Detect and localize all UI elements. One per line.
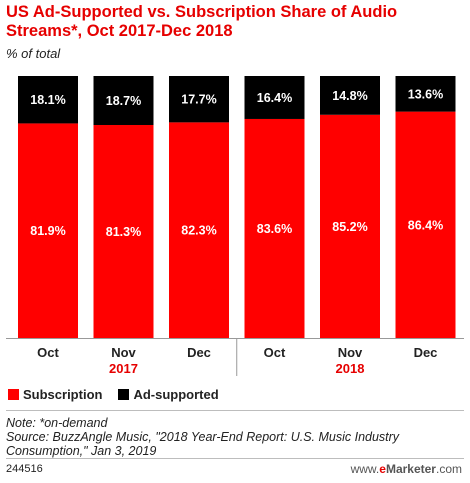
data-label-subscription: 81.3% bbox=[106, 225, 141, 239]
legend-swatch-subscription bbox=[8, 389, 19, 400]
data-label-subscription: 86.4% bbox=[408, 218, 443, 232]
brand-name: Marketer bbox=[385, 462, 436, 476]
data-label-subscription: 83.6% bbox=[257, 222, 292, 236]
bar-ad-supported bbox=[244, 76, 305, 119]
notes-divider bbox=[6, 410, 464, 411]
brand-prefix: www. bbox=[350, 462, 380, 476]
legend: Subscription Ad-supported bbox=[8, 387, 235, 402]
stacked-bar-chart: 81.9% 18.1% Oct 81.3% 18.7% Nov 82.3% 17.7% Dec 8… bbox=[6, 76, 464, 376]
data-label-ad-supported: 17.7% bbox=[181, 93, 216, 107]
bar-ad-supported bbox=[320, 76, 380, 115]
footer-divider bbox=[6, 458, 464, 459]
data-label-ad-supported: 16.4% bbox=[257, 91, 292, 105]
bar-subscription bbox=[18, 123, 78, 338]
bar-ad-supported bbox=[93, 76, 154, 125]
chart-title: US Ad-Supported vs. Subscription Share o… bbox=[6, 3, 398, 40]
bar-ad-supported bbox=[18, 76, 78, 124]
x-tick-label: Dec bbox=[187, 345, 211, 360]
bar-subscription bbox=[395, 111, 456, 339]
note-text: Note: *on-demand bbox=[6, 416, 108, 430]
bar-subscription bbox=[169, 122, 229, 339]
data-label-subscription: 82.3% bbox=[181, 224, 216, 238]
data-label-ad-supported: 13.6% bbox=[408, 87, 443, 101]
x-tick-label: Oct bbox=[37, 345, 59, 360]
bar-subscription bbox=[93, 124, 154, 338]
brand-suffix: .com bbox=[435, 462, 462, 476]
bar-ad-supported bbox=[395, 76, 456, 112]
emarketer-logo: www.eMarketer.com bbox=[351, 462, 462, 476]
data-label-subscription: 85.2% bbox=[332, 220, 367, 234]
x-tick-label: Dec bbox=[414, 345, 438, 360]
source-text: Source: BuzzAngle Music, "2018 Year-End … bbox=[6, 430, 400, 458]
bar-subscription bbox=[244, 118, 305, 338]
data-label-ad-supported: 18.7% bbox=[106, 94, 141, 108]
notes: Note: *on-demand Source: BuzzAngle Music… bbox=[6, 416, 466, 458]
legend-label-subscription: Subscription bbox=[23, 387, 103, 402]
legend-item-ad-supported: Ad-supported bbox=[118, 387, 219, 402]
data-label-subscription: 81.9% bbox=[30, 224, 65, 238]
group-label: 2018 bbox=[336, 361, 365, 376]
legend-item-subscription: Subscription bbox=[8, 387, 102, 402]
group-label: 2017 bbox=[109, 361, 138, 376]
data-label-ad-supported: 18.1% bbox=[30, 93, 65, 107]
data-label-ad-supported: 14.8% bbox=[332, 89, 367, 103]
bar-subscription bbox=[320, 114, 380, 338]
brand-e: e bbox=[379, 462, 386, 476]
x-tick-label: Nov bbox=[338, 345, 363, 360]
chart-subtitle: % of total bbox=[6, 46, 61, 61]
x-tick-label: Nov bbox=[111, 345, 136, 360]
chart-id: 244516 bbox=[6, 463, 43, 475]
x-tick-label: Oct bbox=[264, 345, 286, 360]
legend-label-ad-supported: Ad-supported bbox=[133, 387, 219, 402]
legend-swatch-ad-supported bbox=[118, 389, 130, 400]
bar-ad-supported bbox=[169, 76, 229, 123]
